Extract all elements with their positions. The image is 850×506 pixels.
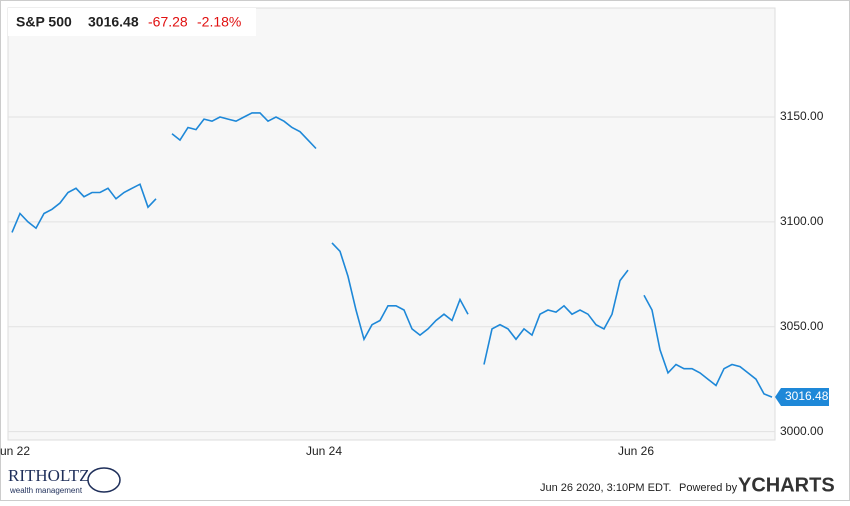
logo-name: RITHOLTZ <box>8 466 90 485</box>
logo-sub: wealth management <box>9 486 83 495</box>
powered-by: Powered by <box>679 482 738 494</box>
logo-icon <box>87 467 121 493</box>
plot-area <box>7 7 776 441</box>
brand: YCHARTS <box>738 474 835 496</box>
x-tick-label: Jun 22 <box>0 444 30 458</box>
y-tick-label: 3100.00 <box>780 214 824 228</box>
y-tick-label: 3000.00 <box>780 424 824 438</box>
change: -67.28 <box>148 14 188 30</box>
y-tick-label: 3050.00 <box>780 319 824 333</box>
chart-title: S&P 500 <box>16 14 72 30</box>
y-tick-label: 3150.00 <box>780 109 824 123</box>
timestamp: Jun 26 2020, 3:10PM EDT. <box>540 482 671 494</box>
change-pct: -2.18% <box>197 14 241 30</box>
last-value-badge <box>775 388 829 407</box>
price-line <box>11 112 773 398</box>
x-tick-label: Jun 24 <box>306 444 342 458</box>
x-tick-label: Jun 26 <box>618 444 654 458</box>
last-value: 3016.48 <box>88 14 139 30</box>
last-value-label: 3016.48 <box>785 389 829 403</box>
header-box <box>8 8 256 36</box>
